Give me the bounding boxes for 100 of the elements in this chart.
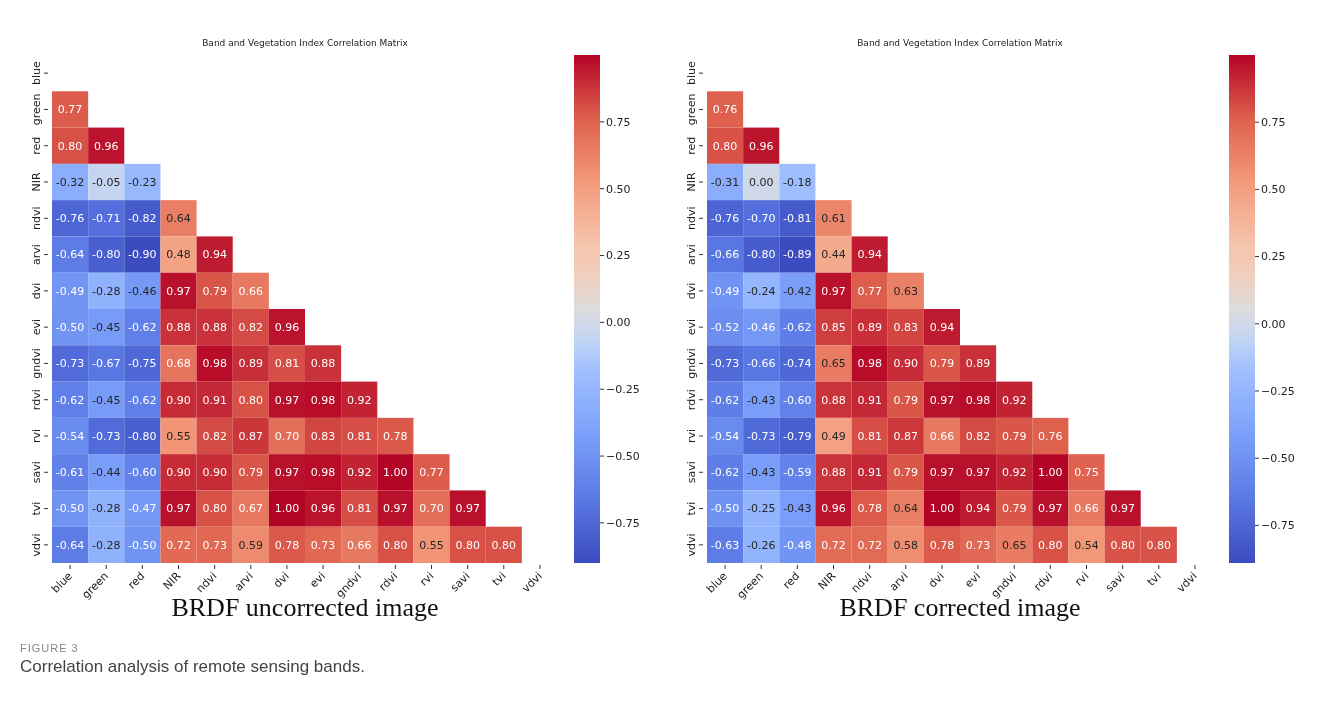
y-tick-label: arvi <box>685 244 698 265</box>
data-label: 0.80 <box>455 538 480 552</box>
color-bar-label: 0.00 <box>606 316 631 330</box>
data-label: 0.88 <box>310 357 336 371</box>
y-tick-label: red <box>30 136 43 155</box>
data-label: -0.90 <box>128 248 157 262</box>
y-tick-label: rvi <box>30 428 43 444</box>
data-label: -0.45 <box>91 393 121 407</box>
data-label: 0.98 <box>857 357 882 371</box>
data-label: 0.81 <box>274 357 300 371</box>
data-label: -0.25 <box>746 502 776 516</box>
data-label: -0.26 <box>746 538 776 552</box>
data-label: 0.96 <box>310 502 336 516</box>
data-label: 0.82 <box>965 429 991 443</box>
data-label: -0.43 <box>746 393 776 407</box>
data-label: -0.54 <box>710 429 740 443</box>
data-label: -0.62 <box>710 393 740 407</box>
data-label: 0.97 <box>455 502 480 516</box>
x-tick-label: NIR <box>815 569 839 593</box>
data-label: 0.79 <box>929 357 955 371</box>
data-label: -0.80 <box>128 429 157 443</box>
data-label: -0.52 <box>710 320 740 334</box>
data-label: 0.94 <box>202 248 227 262</box>
text: Correlation analysis of remote sensing bands. <box>20 657 366 677</box>
data-label: -0.50 <box>710 502 740 516</box>
data-label: 0.49 <box>821 429 846 443</box>
data-label: 0.91 <box>202 393 227 407</box>
data-label: 0.79 <box>893 466 919 480</box>
data-label: -0.62 <box>55 393 85 407</box>
data-label: 0.88 <box>202 320 227 334</box>
data-label: 0.91 <box>857 393 882 407</box>
data-label: -0.71 <box>91 212 121 226</box>
data-label: -0.76 <box>55 212 85 226</box>
data-label: 0.79 <box>202 284 227 298</box>
data-label: -0.73 <box>746 429 776 443</box>
data-label: -0.60 <box>783 393 812 407</box>
data-label: -0.24 <box>746 284 776 298</box>
data-label: -0.76 <box>710 212 740 226</box>
chart-title: Band and Vegetation Index Correlation Matrix <box>856 38 1064 48</box>
data-label: -0.64 <box>55 248 85 262</box>
data-label: 0.94 <box>929 320 955 334</box>
data-label: 0.94 <box>857 248 882 262</box>
data-label: -0.47 <box>128 502 157 516</box>
data-label: 0.92 <box>346 393 372 407</box>
data-label: 0.88 <box>821 466 846 480</box>
data-label: -0.81 <box>783 212 812 226</box>
data-label: -0.28 <box>91 284 121 298</box>
data-label: -0.48 <box>783 538 812 552</box>
y-tick-label: vdvi <box>30 533 43 557</box>
chart-title: Band and Vegetation Index Correlation Matrix <box>201 38 409 48</box>
data-label: -0.50 <box>128 538 157 552</box>
data-label: 0.80 <box>57 139 83 153</box>
data-label: 0.82 <box>238 320 264 334</box>
data-label: 0.80 <box>712 139 738 153</box>
data-label: -0.62 <box>710 466 740 480</box>
data-label: 0.70 <box>274 429 300 443</box>
data-label: 0.97 <box>1038 502 1063 516</box>
x-tick-label: red <box>125 569 148 592</box>
data-label: -0.75 <box>128 357 157 371</box>
data-label: 0.64 <box>893 502 919 516</box>
data-label: 0.55 <box>419 538 444 552</box>
data-label: -0.64 <box>55 538 85 552</box>
data-label: 0.88 <box>821 393 846 407</box>
x-tick-label: red <box>780 569 803 592</box>
data-label: -0.46 <box>746 320 776 334</box>
data-label: 0.80 <box>238 393 264 407</box>
data-label: 0.96 <box>93 139 119 153</box>
data-label: -0.66 <box>746 357 776 371</box>
data-label: -0.43 <box>783 502 812 516</box>
y-tick-label: dvi <box>30 282 43 300</box>
color-bar-label: 0.00 <box>1261 317 1286 331</box>
color-bar-label: 0.25 <box>606 249 631 263</box>
data-label: 0.83 <box>893 320 919 334</box>
data-label: 0.77 <box>419 466 444 480</box>
data-label: 0.80 <box>202 502 227 516</box>
y-tick-label: rvi <box>685 428 698 444</box>
y-tick-label: savi <box>685 461 698 484</box>
data-label: 0.67 <box>238 502 264 516</box>
data-label: 0.61 <box>821 212 846 226</box>
data-label: 1.00 <box>929 502 955 516</box>
data-label: 0.98 <box>310 466 336 480</box>
y-tick-label: arvi <box>30 244 43 265</box>
data-label: 0.87 <box>893 429 919 443</box>
data-label: -0.80 <box>91 248 121 262</box>
data-label: 0.72 <box>857 538 882 552</box>
y-tick-label: blue <box>685 61 698 86</box>
data-label: -0.62 <box>783 320 812 334</box>
data-label: 0.98 <box>965 393 991 407</box>
data-label: 0.64 <box>166 212 191 226</box>
data-label: 0.81 <box>346 429 372 443</box>
data-label: 0.54 <box>1074 538 1099 552</box>
data-label: 0.65 <box>821 357 846 371</box>
y-tick-label: evi <box>685 318 698 336</box>
caption: FIGURE 3 <box>20 642 80 654</box>
data-label: -0.28 <box>91 538 121 552</box>
data-label: 0.98 <box>202 357 227 371</box>
data-label: 0.83 <box>310 429 336 443</box>
data-label: 0.98 <box>310 393 336 407</box>
data-label: 0.63 <box>893 284 919 298</box>
x-tick-label: dvi <box>925 569 947 591</box>
